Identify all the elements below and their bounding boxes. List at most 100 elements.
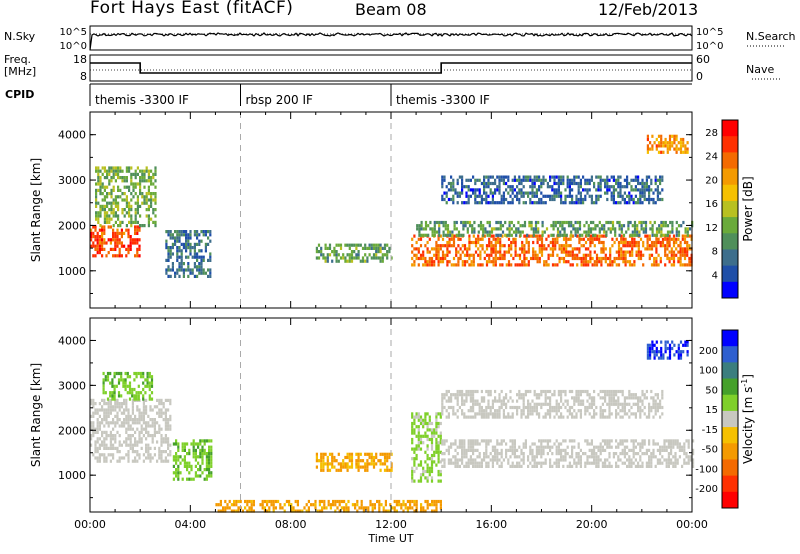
data-cell (360, 499, 363, 504)
data-cell (331, 465, 334, 469)
data-cell (472, 234, 475, 238)
colorbar-tick-label: 15 (705, 405, 718, 416)
data-cell (488, 224, 491, 228)
data-cell (123, 176, 126, 180)
data-cell (458, 464, 461, 468)
data-cell (615, 439, 618, 443)
data-cell (671, 230, 674, 234)
data-cell (634, 452, 637, 456)
data-cell (670, 263, 673, 267)
data-cell (323, 506, 326, 510)
data-cell (613, 240, 616, 245)
data-cell (118, 434, 121, 438)
data-cell (478, 442, 481, 446)
data-cell (101, 204, 104, 208)
data-cell (120, 424, 123, 428)
data-cell (538, 402, 541, 406)
data-cell (177, 464, 180, 468)
data-cell (611, 237, 614, 241)
data-cell (659, 458, 662, 462)
data-cell (578, 220, 582, 225)
data-cell (525, 237, 528, 241)
data-cell (439, 244, 442, 248)
data-cell (439, 499, 442, 504)
data-cell (467, 185, 470, 189)
data-cell (610, 185, 613, 189)
data-cell (90, 434, 93, 438)
data-cell (435, 444, 438, 448)
data-cell (428, 418, 431, 422)
data-cell (490, 250, 493, 254)
data-cell (534, 230, 538, 234)
data-cell (142, 375, 145, 379)
data-cell (579, 448, 582, 452)
data-cell (99, 176, 102, 180)
data-cell (224, 499, 227, 504)
data-cell (332, 499, 335, 504)
data-cell (564, 399, 567, 403)
data-cell (176, 236, 179, 240)
data-cell (617, 263, 621, 267)
data-cell (200, 255, 203, 259)
data-cell (675, 144, 678, 148)
data-cell (569, 250, 572, 254)
data-cell (677, 353, 680, 357)
data-cell (511, 185, 514, 189)
data-cell (538, 237, 541, 241)
data-cell (164, 411, 167, 415)
data-cell (575, 181, 578, 186)
data-cell (402, 499, 405, 504)
data-cell (130, 204, 133, 208)
data-cell (430, 466, 434, 470)
data-cell (500, 399, 503, 403)
data-cell (428, 428, 431, 432)
data-cell (370, 462, 373, 466)
data-cell (209, 239, 212, 243)
data-cell (505, 442, 508, 446)
data-cell (650, 396, 653, 400)
data-cell (430, 421, 434, 426)
data-cell (474, 464, 477, 468)
data-cell (130, 198, 133, 202)
data-cell (677, 147, 680, 151)
data-cell (205, 439, 208, 443)
data-cell (131, 405, 134, 409)
data-cell (683, 237, 687, 241)
data-cell (641, 188, 644, 192)
data-cell (167, 437, 170, 441)
data-cell (387, 509, 390, 513)
data-cell (617, 250, 621, 254)
data-cell (139, 391, 143, 395)
data-cell (570, 230, 573, 234)
data-cell (482, 230, 485, 234)
data-cell (90, 244, 93, 248)
data-cell (415, 425, 418, 429)
data-cell (435, 240, 438, 245)
data-cell (345, 503, 348, 507)
data-cell (555, 402, 558, 406)
data-cell (543, 260, 546, 264)
data-cell (601, 178, 604, 182)
data-cell (593, 237, 596, 241)
data-cell (326, 468, 329, 472)
data-cell (422, 250, 425, 254)
data-cell (443, 175, 446, 179)
data-cell (494, 181, 497, 186)
data-cell (152, 208, 155, 212)
data-cell (160, 443, 163, 447)
data-cell (413, 247, 416, 251)
data-cell (648, 409, 651, 413)
data-cell (327, 503, 330, 507)
data-cell (546, 396, 549, 400)
colorbar-label: Power [dB] (741, 176, 755, 241)
data-cell (114, 169, 117, 173)
data-cell (135, 391, 138, 395)
data-cell (139, 371, 143, 376)
data-cell (169, 427, 172, 431)
data-cell (651, 350, 654, 354)
data-cell (654, 399, 657, 403)
data-cell (139, 185, 142, 189)
data-cell (145, 443, 148, 447)
data-cell (459, 256, 462, 261)
data-cell (478, 188, 481, 192)
